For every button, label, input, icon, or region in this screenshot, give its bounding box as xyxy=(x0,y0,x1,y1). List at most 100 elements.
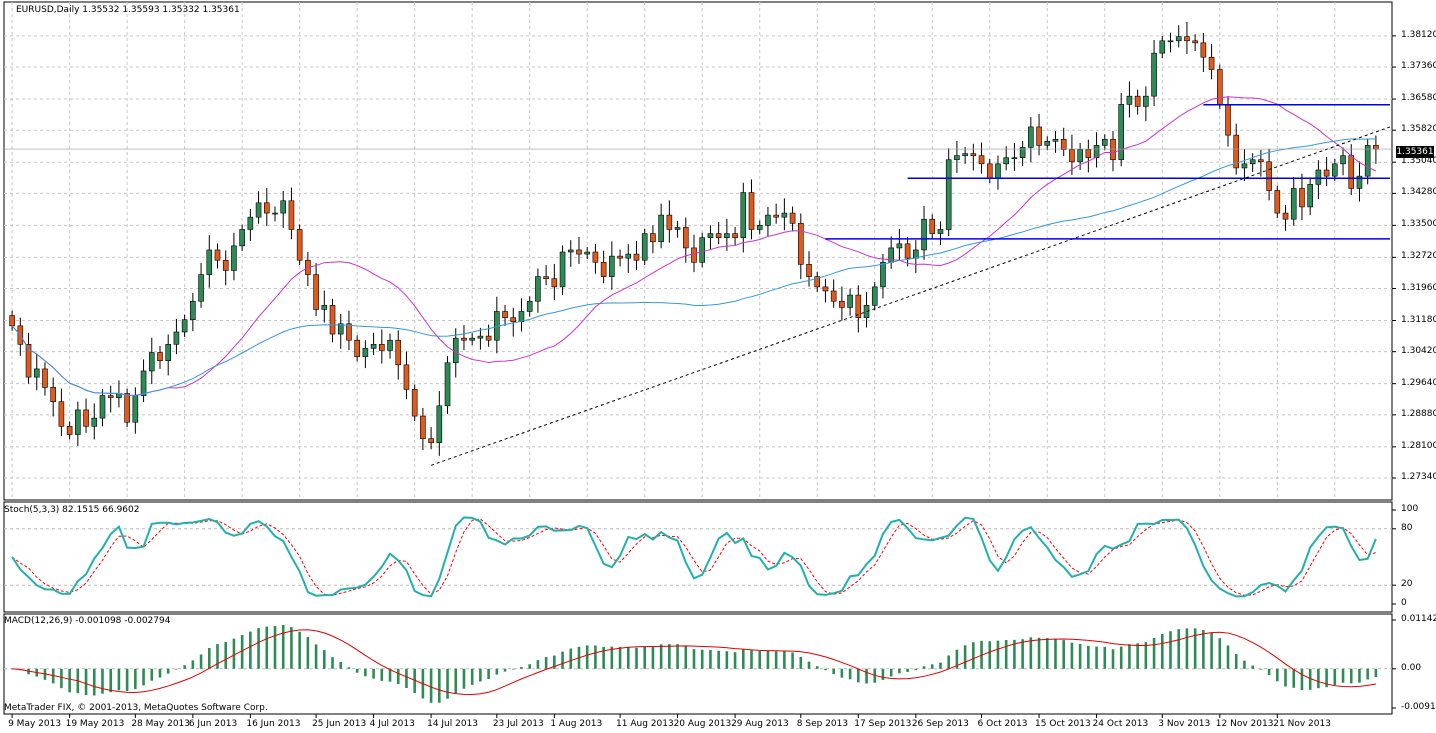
macd-histogram-bar xyxy=(1095,646,1098,669)
macd-histogram-bar xyxy=(799,656,803,669)
macd-histogram-bar xyxy=(618,646,622,669)
macd-histogram-bar xyxy=(906,668,909,672)
macd-histogram-bar xyxy=(109,668,112,693)
price-tick-label: 1.29640 xyxy=(1401,377,1436,388)
bear-candle xyxy=(986,163,993,179)
macd-histogram-bar xyxy=(774,651,778,669)
macd-histogram-bar xyxy=(388,668,392,682)
macd-histogram-bar xyxy=(125,668,129,692)
bear-candle xyxy=(1299,188,1305,208)
bull-candle xyxy=(518,311,525,323)
macd-histogram-bar xyxy=(249,631,252,669)
bull-candle xyxy=(625,253,632,259)
macd-histogram-bar xyxy=(939,662,942,669)
macd-histogram-bar xyxy=(1087,645,1090,669)
macd-histogram-bar xyxy=(372,668,375,679)
macd-histogram-bar xyxy=(1078,643,1082,669)
macd-histogram-bar xyxy=(380,668,384,681)
macd-histogram-bar xyxy=(544,657,548,669)
macd-histogram-bar xyxy=(857,668,860,683)
macd-histogram-bar xyxy=(314,644,318,669)
bull-candle xyxy=(272,212,278,215)
macd-histogram-bar xyxy=(1160,633,1164,669)
macd-histogram-bar xyxy=(322,650,326,669)
macd-histogram-bar xyxy=(158,668,162,678)
macd-histogram-bar xyxy=(429,668,433,703)
macd-histogram-bar xyxy=(191,660,195,669)
macd-histogram-bar xyxy=(988,641,992,669)
bull-candle xyxy=(674,227,681,230)
price-tick-label: 1.27340 xyxy=(1401,472,1436,482)
date-axis-label: 25 Jun 2013 xyxy=(312,719,367,729)
macd-histogram-bar xyxy=(479,668,482,682)
bull-candle xyxy=(1364,145,1371,177)
macd-histogram-bar xyxy=(602,646,605,669)
date-axis-label: 26 Sep 2013 xyxy=(911,719,969,729)
bull-candle xyxy=(1019,147,1026,158)
macd-histogram-bar xyxy=(1358,668,1361,683)
bear-candle xyxy=(929,218,936,234)
price-tick-label: 1.38120 xyxy=(1401,29,1436,40)
bull-candle xyxy=(1143,95,1149,107)
macd-histogram-bar xyxy=(1111,649,1115,669)
macd-histogram-bar xyxy=(955,649,959,669)
date-axis-label: 8 Sep 2013 xyxy=(796,719,849,729)
macd-histogram-bar xyxy=(1004,640,1008,669)
stoch-tick-label: 100 xyxy=(1401,504,1419,514)
macd-histogram-bar xyxy=(520,667,523,669)
macd-histogram-bar xyxy=(1062,640,1066,669)
macd-histogram-bar xyxy=(610,646,614,669)
macd-histogram-bar xyxy=(92,668,96,696)
date-axis-label: 11 Aug 2013 xyxy=(616,719,674,729)
bull-candle xyxy=(921,218,927,251)
bear-candle xyxy=(428,438,434,444)
bull-candle xyxy=(954,155,960,161)
bear-candle xyxy=(1348,155,1355,189)
stoch-signal-line xyxy=(11,518,1377,596)
bull-candle xyxy=(1101,138,1108,146)
date-axis-label: 6 Oct 2013 xyxy=(977,719,1028,729)
bull-candle xyxy=(436,405,443,444)
bear-candle xyxy=(732,233,738,238)
bull-candle xyxy=(387,339,393,351)
bull-candle xyxy=(781,212,788,218)
macd-histogram-bar xyxy=(183,665,186,669)
bull-candle xyxy=(239,229,245,247)
bear-candle xyxy=(1266,161,1272,191)
price-tick-label: 1.35040 xyxy=(1401,156,1436,167)
bull-candle xyxy=(641,233,648,261)
macd-histogram-bar xyxy=(240,635,244,669)
bear-candle xyxy=(1184,36,1190,42)
bull-candle xyxy=(280,200,287,214)
macd-histogram-bar xyxy=(553,655,556,669)
bear-candle xyxy=(970,153,977,156)
macd-histogram-bar xyxy=(117,668,121,691)
bear-candle xyxy=(1200,42,1207,58)
macd-histogram-bar xyxy=(692,649,696,669)
date-axis-label: 15 Oct 2013 xyxy=(1035,719,1091,729)
macd-histogram-bar xyxy=(1202,630,1205,669)
main-chart-header: EURUSD,Daily 1.35532 1.35593 1.35332 1.3… xyxy=(16,5,240,15)
macd-histogram-bar xyxy=(898,668,901,674)
macd-histogram-bar xyxy=(150,668,154,681)
bull-candle xyxy=(91,417,98,427)
macd-histogram-bar xyxy=(1210,632,1213,669)
bear-candle xyxy=(403,364,410,390)
bull-candle xyxy=(526,300,533,312)
macd-histogram-bar xyxy=(1119,646,1123,669)
date-axis-label: 20 Aug 2013 xyxy=(673,719,732,729)
bear-candle xyxy=(1373,145,1379,150)
bull-candle xyxy=(658,214,664,243)
bear-candle xyxy=(9,315,15,327)
bull-candle xyxy=(962,153,968,156)
bull-candle xyxy=(33,368,40,378)
bull-candle xyxy=(362,348,369,357)
macd-histogram-bar xyxy=(791,652,794,669)
price-tick-label: 1.32720 xyxy=(1401,251,1436,262)
macd-histogram-bar xyxy=(725,651,729,669)
bear-candle xyxy=(485,335,492,341)
macd-histogram-bar xyxy=(1349,668,1353,684)
price-tick-label: 1.37360 xyxy=(1401,61,1436,72)
macd-histogram-bar xyxy=(207,647,211,669)
